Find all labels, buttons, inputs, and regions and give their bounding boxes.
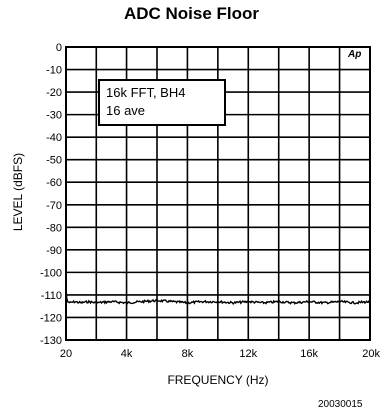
x-tick-label: 20k	[362, 348, 380, 360]
plot-frame	[65, 46, 371, 341]
y-tick-label: -40	[46, 132, 62, 144]
y-tick-label: 0	[56, 42, 62, 54]
ap-logo: Ap	[347, 49, 361, 60]
x-tick-label: 4k	[121, 348, 133, 360]
x-axis-label: FREQUENCY (Hz)	[167, 373, 268, 387]
y-tick-label: -100	[40, 267, 62, 279]
y-tick-label: -60	[46, 177, 62, 189]
y-tick-label: -30	[46, 110, 62, 122]
figure-id: 20030015	[318, 399, 363, 410]
x-tick-label: 16k	[300, 348, 318, 360]
x-tick-labels: 20 4k 8k 12k 16k 20k	[60, 348, 381, 360]
x-tick-label: 20	[60, 348, 72, 360]
y-tick-label: -70	[46, 200, 62, 212]
y-axis-label: LEVEL (dBFS)	[11, 153, 25, 231]
chart-title: ADC Noise Floor	[123, 4, 260, 23]
y-tick-label: -50	[46, 155, 62, 167]
y-tick-label: -10	[46, 65, 62, 77]
annotation-line-2: 16 ave	[106, 103, 145, 118]
y-tick-label: -120	[40, 312, 62, 324]
x-tick-label: 8k	[182, 348, 194, 360]
y-tick-label: -80	[46, 222, 62, 234]
series-line-noise-floor	[65, 288, 371, 306]
annotation-line-1: 16k FFT, BH4	[106, 85, 185, 100]
y-tick-label: -20	[46, 87, 62, 99]
y-tick-label: -110	[41, 290, 62, 302]
x-tick-label: 12k	[239, 348, 257, 360]
series-group	[65, 288, 371, 306]
y-tick-label: -130	[40, 335, 62, 347]
y-tick-labels: 0 -10 -20 -30 -40 -50 -60 -70 -80 -90 -100 -110 -120…	[40, 42, 62, 347]
annotation-box: 16k FFT, BH4 16 ave	[98, 79, 226, 126]
y-tick-label: -90	[46, 245, 62, 257]
